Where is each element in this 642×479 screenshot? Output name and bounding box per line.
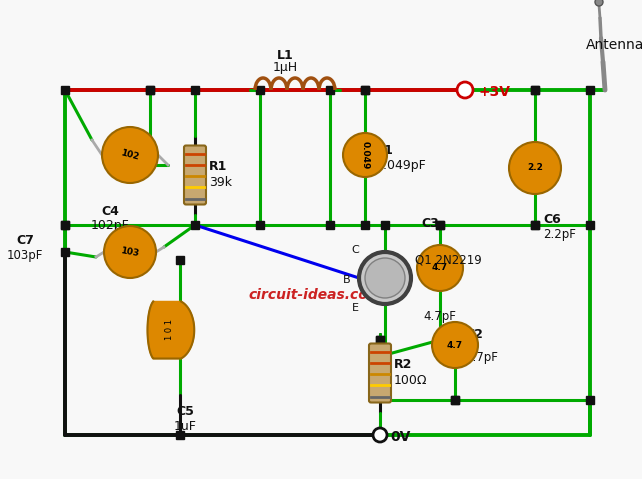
Text: 0.049: 0.049 xyxy=(361,141,370,169)
Text: 1µH: 1µH xyxy=(272,61,297,74)
Text: C5: C5 xyxy=(176,405,194,418)
FancyBboxPatch shape xyxy=(369,343,391,402)
Text: 2.2pF: 2.2pF xyxy=(543,228,576,241)
Text: Q1 2N2219: Q1 2N2219 xyxy=(415,253,482,266)
Text: 1 0 1: 1 0 1 xyxy=(166,319,175,341)
Text: C4: C4 xyxy=(101,205,119,218)
Text: L1: L1 xyxy=(277,49,293,62)
Text: B: B xyxy=(343,275,351,285)
Text: 2.2: 2.2 xyxy=(527,163,543,172)
Text: R2: R2 xyxy=(394,358,412,372)
Text: C: C xyxy=(351,245,359,255)
Text: 39k: 39k xyxy=(209,176,232,190)
Circle shape xyxy=(417,245,463,291)
Text: C2: C2 xyxy=(465,329,483,342)
Circle shape xyxy=(595,0,603,6)
Text: C6: C6 xyxy=(543,213,560,226)
Text: C1: C1 xyxy=(375,144,393,157)
Circle shape xyxy=(343,133,387,177)
Text: Antenna: Antenna xyxy=(586,38,642,52)
Text: 1uF: 1uF xyxy=(173,420,196,433)
Text: 4.7pF: 4.7pF xyxy=(424,310,456,323)
Circle shape xyxy=(509,142,561,194)
Text: C3: C3 xyxy=(421,217,439,230)
Text: C7: C7 xyxy=(16,233,34,247)
Text: R1: R1 xyxy=(209,160,227,173)
Text: 103pF: 103pF xyxy=(7,250,43,262)
Circle shape xyxy=(365,258,405,298)
Circle shape xyxy=(359,252,411,304)
Text: 102pF: 102pF xyxy=(91,219,130,232)
Circle shape xyxy=(104,226,156,278)
Text: 4.7: 4.7 xyxy=(432,263,448,273)
Text: 0V: 0V xyxy=(390,430,410,444)
Text: 102: 102 xyxy=(120,148,140,162)
Polygon shape xyxy=(148,301,195,359)
Circle shape xyxy=(432,322,478,368)
Text: E: E xyxy=(352,303,358,313)
Text: 4.7pF: 4.7pF xyxy=(465,351,498,364)
Text: circuit-ideas.com: circuit-ideas.com xyxy=(248,288,382,302)
Text: +3V: +3V xyxy=(479,85,511,99)
Text: 4.7: 4.7 xyxy=(447,341,463,350)
Text: 100Ω: 100Ω xyxy=(394,375,428,388)
Circle shape xyxy=(373,428,387,442)
Text: 103: 103 xyxy=(120,246,140,258)
Circle shape xyxy=(457,82,473,98)
Text: 0.049pF: 0.049pF xyxy=(375,159,426,171)
Circle shape xyxy=(102,127,158,183)
FancyBboxPatch shape xyxy=(184,146,206,205)
